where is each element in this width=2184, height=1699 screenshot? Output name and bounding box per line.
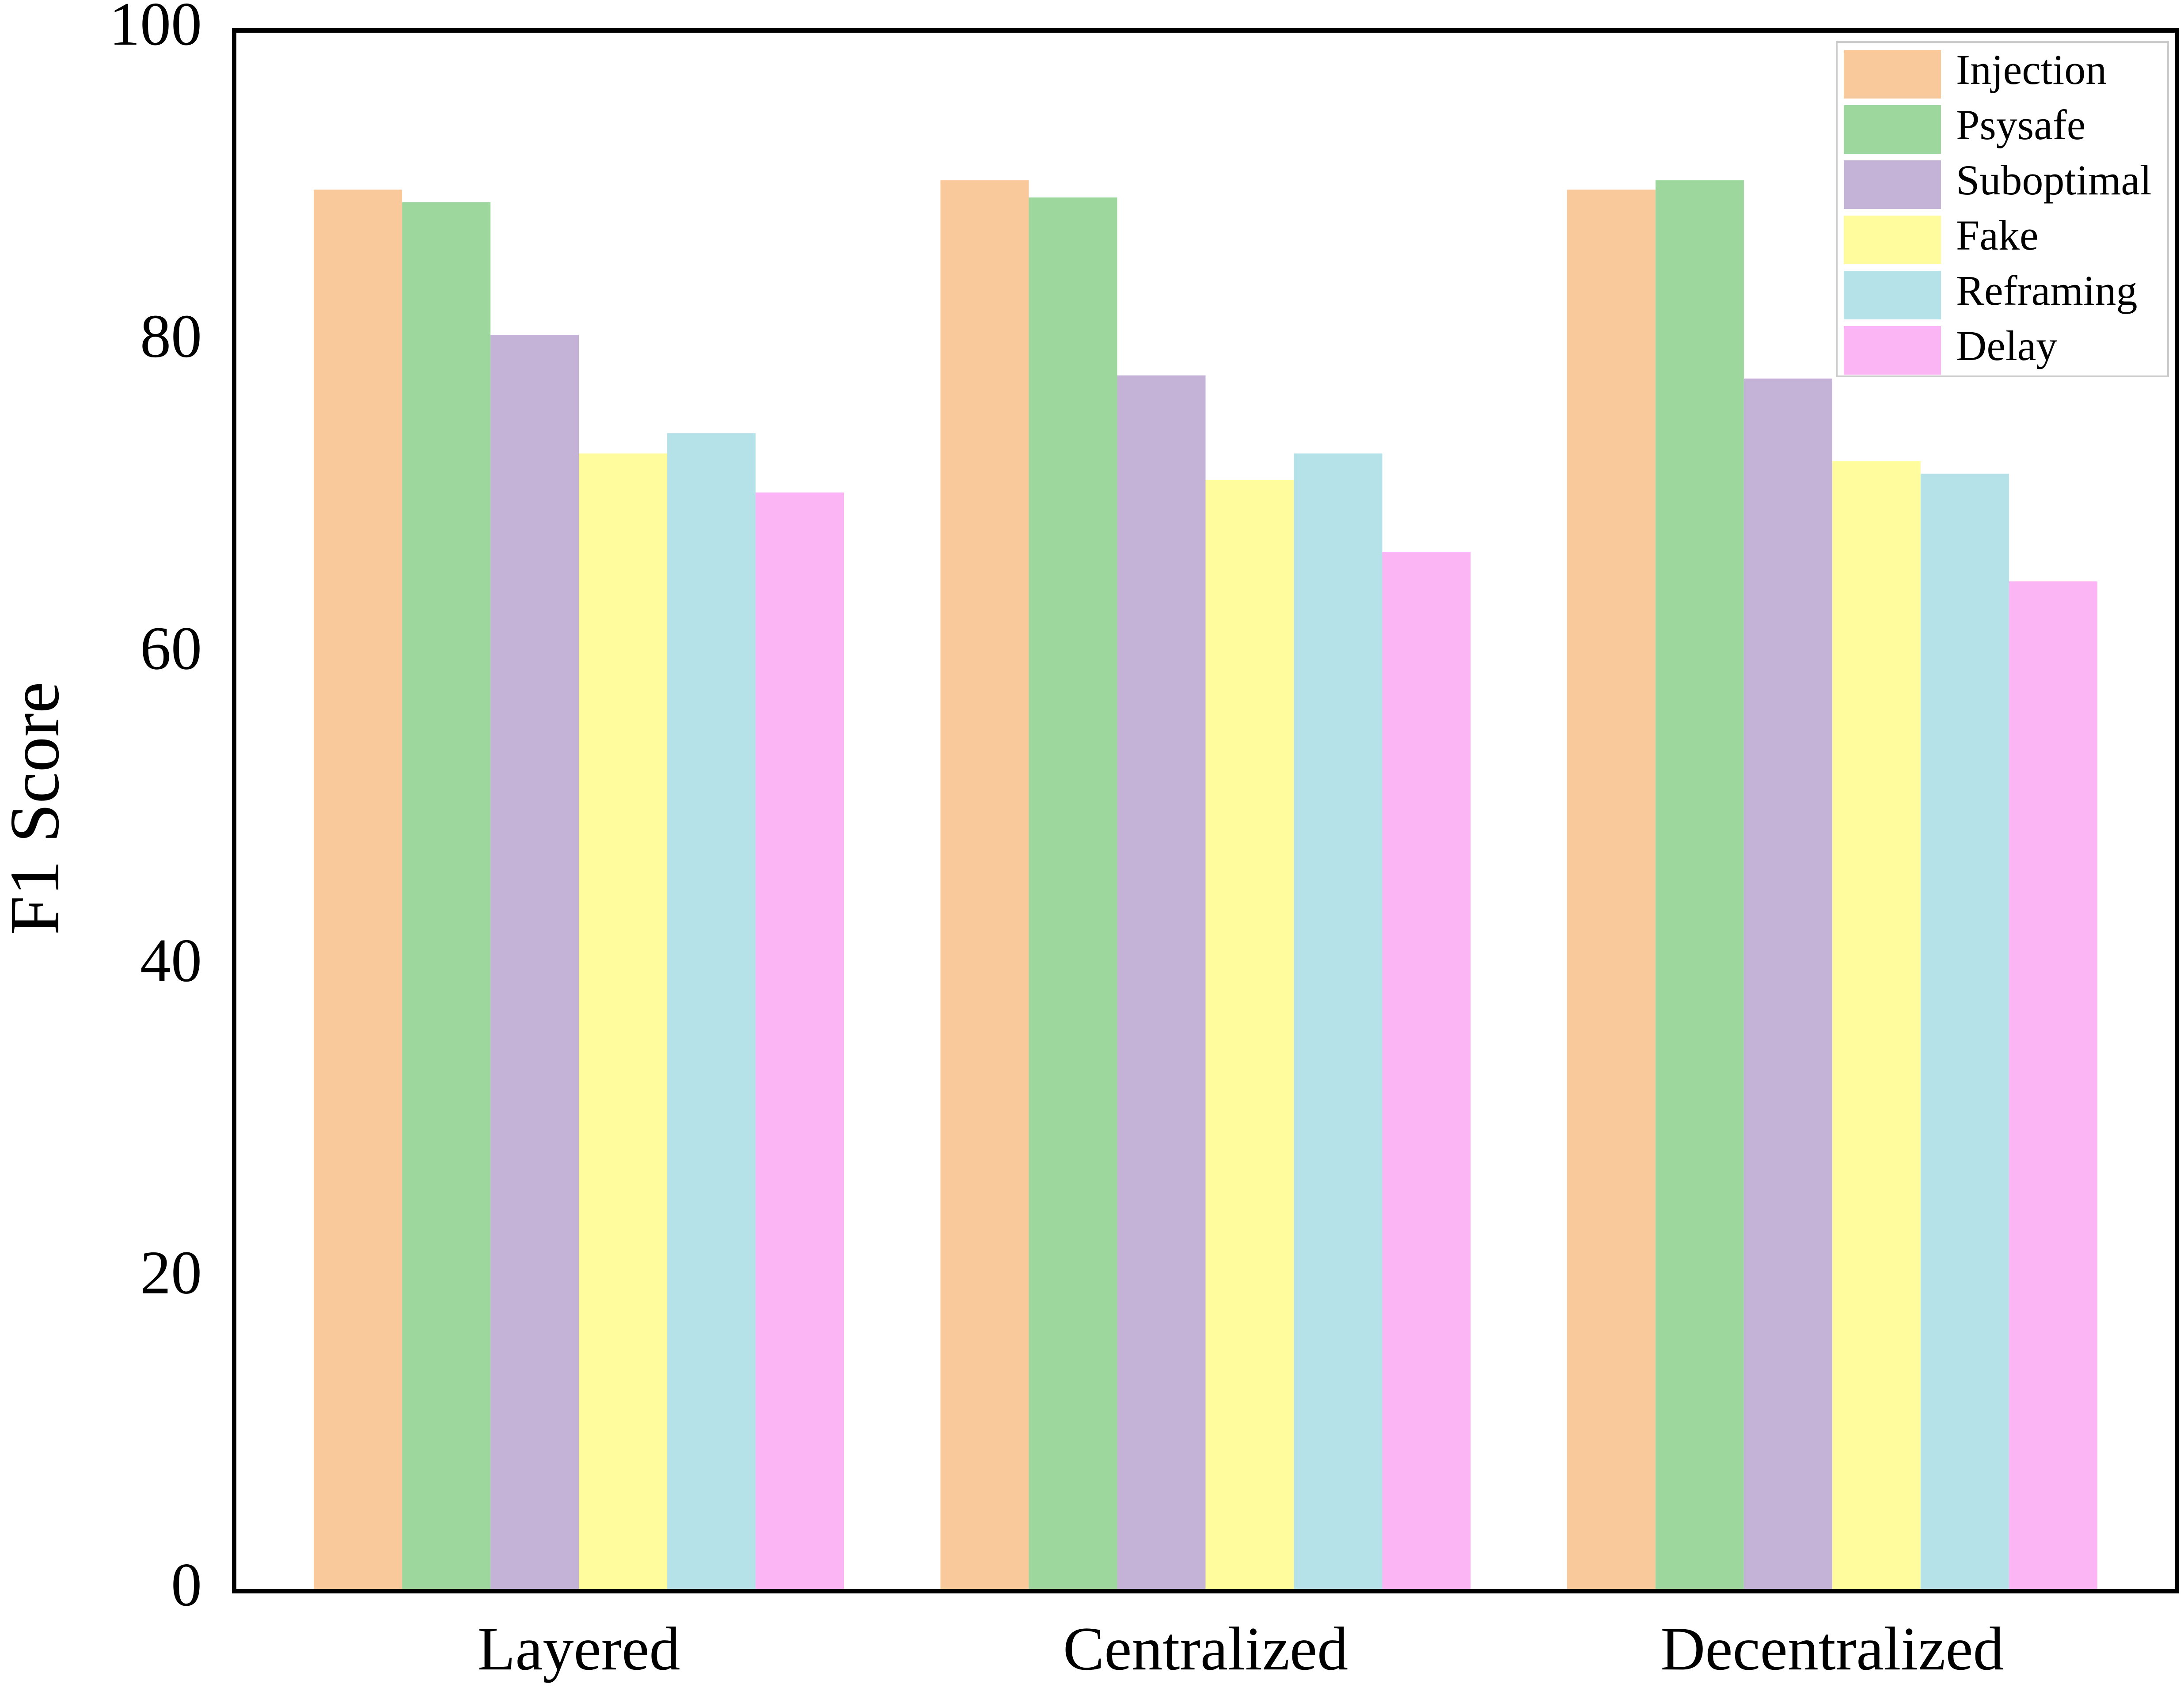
- legend-label: Psysafe: [1956, 101, 2085, 148]
- y-tick-label: 100: [109, 0, 202, 58]
- y-tick-label: 0: [171, 1551, 202, 1619]
- bar: [1294, 453, 1383, 1592]
- bar: [1567, 190, 1656, 1592]
- bar: [1743, 378, 1832, 1592]
- bar: [1029, 197, 1117, 1591]
- legend-swatch: [1844, 50, 1941, 99]
- bar: [667, 433, 756, 1592]
- x-tick-label: Centralized: [1063, 1615, 1348, 1683]
- y-tick-label: 80: [140, 302, 202, 371]
- legend-label: Delay: [1956, 322, 2057, 369]
- legend-swatch: [1844, 160, 1941, 209]
- bar: [579, 453, 668, 1592]
- x-tick-label: Decentralized: [1660, 1615, 2004, 1683]
- plot-frame: [232, 28, 2179, 1593]
- bar: [490, 334, 579, 1591]
- bar: [1382, 552, 1471, 1591]
- legend-label: Reframing: [1956, 267, 2138, 314]
- bar: [1832, 461, 1921, 1592]
- bar: [1655, 180, 1744, 1592]
- bar: [314, 190, 403, 1592]
- bar: [756, 492, 844, 1591]
- legend-label: Fake: [1956, 212, 2039, 259]
- y-tick-label: 20: [140, 1239, 202, 1307]
- legend-swatch: [1844, 326, 1941, 375]
- bar: [940, 180, 1029, 1592]
- bar: [1117, 375, 1206, 1592]
- y-tick-label: 40: [140, 926, 202, 995]
- bar: [2009, 581, 2097, 1592]
- legend-swatch: [1844, 271, 1941, 319]
- bar: [402, 202, 491, 1592]
- x-tick-label: Layered: [478, 1615, 680, 1683]
- legend-label: Injection: [1956, 46, 2107, 93]
- y-tick-label: 60: [140, 614, 202, 683]
- legend-label: Suboptimal: [1956, 156, 2152, 204]
- legend-swatch: [1844, 105, 1941, 154]
- y-axis-title: F1 Score: [0, 682, 74, 935]
- legend-swatch: [1844, 216, 1941, 264]
- bar: [1205, 480, 1294, 1592]
- bar: [1920, 474, 2009, 1591]
